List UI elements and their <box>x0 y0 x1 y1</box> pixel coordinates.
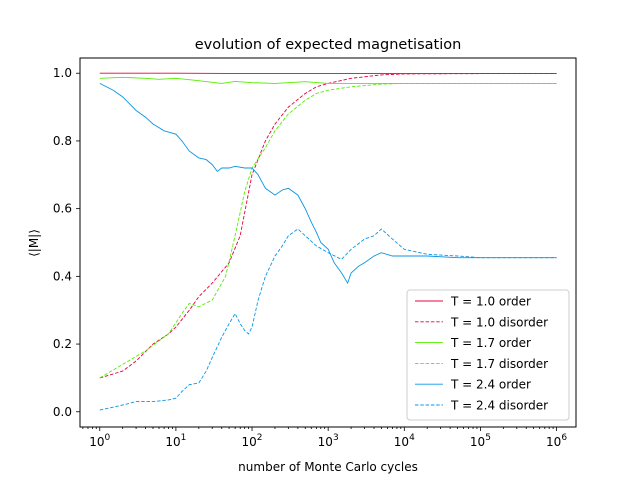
y-axis-label: ⟨|M|⟩ <box>27 229 41 257</box>
y-tick-label: 0.0 <box>53 405 72 419</box>
y-tick-label: 0.6 <box>53 202 72 216</box>
series-line <box>99 82 557 285</box>
y-tick-label: 0.4 <box>53 269 72 283</box>
plot-frame <box>79 57 577 428</box>
legend-label: T = 1.7 order <box>450 336 531 350</box>
x-tick-label: 101 <box>165 433 186 449</box>
series-line <box>99 228 557 411</box>
legend-label: T = 1.0 disorder <box>450 315 548 329</box>
x-tick-label: 100 <box>89 433 110 449</box>
plot-lines <box>99 72 557 411</box>
chart-title: evolution of expected magnetisation <box>195 37 462 53</box>
legend: T = 1.0 order T = 1.0 disorder T = 1.7 ord… <box>406 289 570 421</box>
x-tick-label: 106 <box>546 433 567 449</box>
x-tick-label: 102 <box>242 433 263 449</box>
x-tick-label: 104 <box>394 433 415 449</box>
x-tick-label: 103 <box>318 433 339 449</box>
y-tick-label: 0.8 <box>53 134 72 148</box>
legend-label: T = 1.0 order <box>450 295 531 309</box>
legend-label: T = 2.4 order <box>450 378 531 392</box>
x-tick-label: 105 <box>470 433 491 449</box>
legend-box <box>406 289 570 421</box>
legend-label: T = 1.7 disorder <box>450 357 548 371</box>
axis-ticks: 100 101 102 103 104 105 106 0.0 0.2 0.4 0.6 0.8 1.0 <box>53 66 567 449</box>
y-tick-label: 0.2 <box>53 337 72 351</box>
y-tick-label: 1.0 <box>53 66 72 80</box>
series-line <box>99 76 557 84</box>
x-axis-label: number of Monte Carlo cycles <box>238 460 418 474</box>
legend-label: T = 2.4 disorder <box>450 399 548 413</box>
